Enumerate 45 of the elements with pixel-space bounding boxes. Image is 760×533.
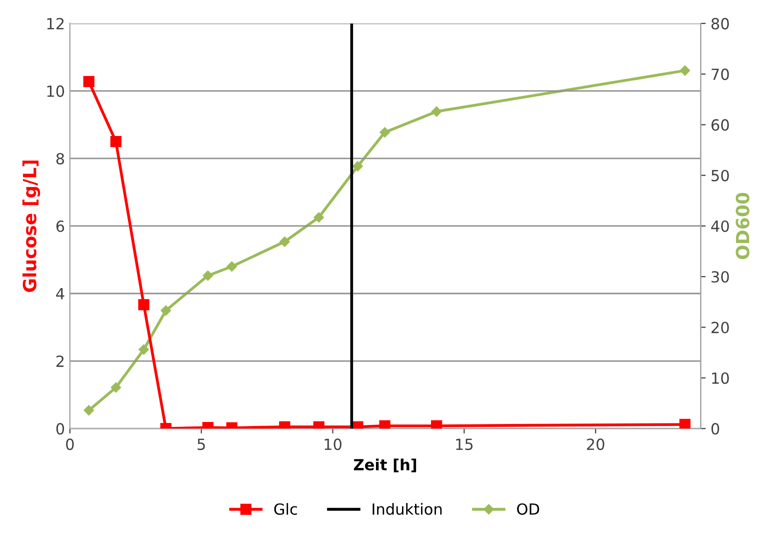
legend-label: Induktion (372, 503, 442, 515)
point (202, 270, 214, 281)
point (680, 65, 690, 76)
point (352, 161, 363, 172)
point (380, 127, 390, 138)
y-tick-label: 8 (56, 152, 64, 164)
x-tick-label: 20 (586, 438, 604, 450)
point (679, 418, 691, 429)
legend-label: Glc (274, 503, 297, 515)
point (110, 382, 122, 393)
y-tick-label: 12 (47, 18, 64, 30)
x-tick-label: 5 (198, 438, 205, 450)
y-tick-label: 4 (56, 288, 64, 300)
point (280, 236, 290, 247)
y2-tick-label: 30 (712, 271, 729, 283)
y2-tick-label: 10 (712, 372, 729, 384)
y2-tick-label: 70 (712, 68, 729, 80)
x-axis-title: Zeit [h] (354, 458, 416, 472)
y2-tick-label: 40 (711, 220, 729, 232)
x-tick-label: 10 (324, 438, 342, 450)
y-tick-label: 6 (56, 220, 64, 232)
legend-label: OD (517, 503, 540, 515)
point (160, 305, 171, 316)
y-tick-label: 10 (47, 85, 64, 97)
y-tick-label: 0 (56, 422, 64, 435)
y2-tick-label: 20 (712, 322, 729, 334)
point (379, 420, 390, 429)
y2-tick-label: 60 (712, 119, 729, 131)
point (84, 405, 94, 416)
y2-tick-label: 0 (711, 422, 720, 435)
point (431, 420, 442, 429)
point (314, 212, 324, 222)
y-tick-label: 2 (56, 355, 64, 367)
y2-tick-label: 50 (712, 170, 729, 182)
point (226, 261, 237, 272)
point (110, 136, 122, 148)
point (138, 299, 150, 310)
x-tick-label: 15 (456, 438, 473, 450)
point (138, 344, 149, 355)
y-axis-title: Glucose [g/L] (22, 160, 40, 292)
point (431, 106, 442, 117)
y2-tick-label: 80 (711, 18, 729, 30)
x-tick-label: 0 (66, 438, 74, 450)
y2-axis-title: OD600 (736, 192, 750, 260)
point (83, 76, 94, 88)
